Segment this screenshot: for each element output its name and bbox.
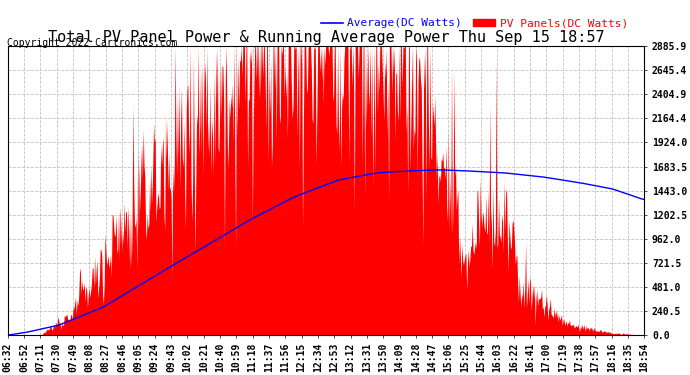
Legend: Average(DC Watts), PV Panels(DC Watts): Average(DC Watts), PV Panels(DC Watts) <box>316 14 633 33</box>
Title: Total PV Panel Power & Running Average Power Thu Sep 15 18:57: Total PV Panel Power & Running Average P… <box>48 30 604 45</box>
Text: Copyright 2022 Cartronics.com: Copyright 2022 Cartronics.com <box>7 38 177 48</box>
